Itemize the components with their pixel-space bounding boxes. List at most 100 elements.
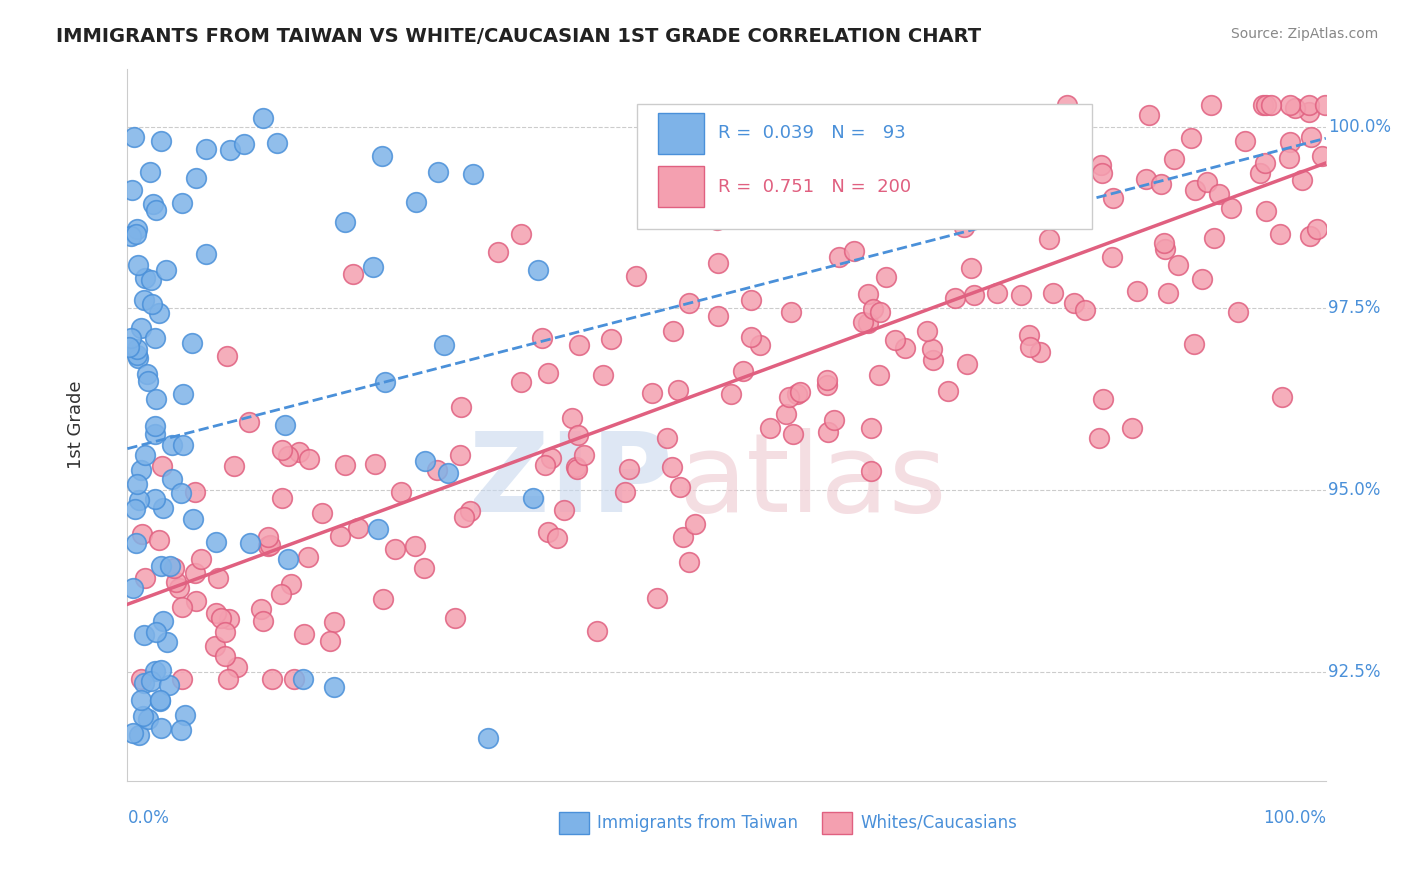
Point bbox=[370, 149, 392, 163]
Point bbox=[319, 633, 342, 648]
Point bbox=[194, 142, 217, 156]
Point bbox=[181, 335, 204, 350]
Point bbox=[565, 459, 588, 474]
Point bbox=[458, 503, 481, 517]
Point bbox=[259, 538, 281, 552]
Point bbox=[1011, 287, 1033, 301]
Point bbox=[567, 337, 589, 351]
Point bbox=[921, 168, 943, 182]
Point bbox=[1298, 98, 1320, 112]
Point bbox=[129, 672, 152, 686]
Point bbox=[1298, 105, 1320, 120]
Point bbox=[706, 309, 728, 323]
Point bbox=[858, 316, 880, 330]
Point bbox=[172, 195, 194, 210]
Point bbox=[1180, 130, 1202, 145]
Text: atlas: atlas bbox=[679, 428, 948, 535]
Point bbox=[1254, 98, 1277, 112]
Point bbox=[311, 507, 333, 521]
Point bbox=[1163, 153, 1185, 167]
Point bbox=[136, 712, 159, 726]
Point bbox=[565, 462, 588, 476]
Point bbox=[162, 438, 184, 452]
Point bbox=[1047, 165, 1070, 179]
Point bbox=[266, 136, 288, 151]
Point bbox=[204, 535, 226, 549]
Point bbox=[238, 415, 260, 429]
Point bbox=[1135, 172, 1157, 186]
Point bbox=[742, 186, 765, 200]
Point bbox=[553, 503, 575, 517]
Point bbox=[297, 550, 319, 565]
Point bbox=[921, 342, 943, 356]
Point bbox=[142, 196, 165, 211]
Point bbox=[260, 672, 283, 686]
Point bbox=[165, 574, 187, 589]
Point bbox=[600, 332, 623, 346]
Point bbox=[152, 614, 174, 628]
Point bbox=[662, 324, 685, 338]
Point bbox=[1042, 285, 1064, 300]
Point bbox=[709, 169, 731, 184]
Text: R =  0.039   N =   93: R = 0.039 N = 93 bbox=[718, 124, 905, 143]
Point bbox=[283, 672, 305, 686]
Point bbox=[510, 375, 533, 389]
Point bbox=[374, 375, 396, 389]
Point bbox=[209, 611, 232, 625]
Point bbox=[1284, 101, 1306, 115]
Point bbox=[1208, 187, 1230, 202]
Point bbox=[1091, 392, 1114, 406]
Point bbox=[239, 535, 262, 549]
Point bbox=[159, 559, 181, 574]
Point bbox=[124, 502, 146, 516]
Point bbox=[214, 624, 236, 639]
Point bbox=[936, 384, 959, 398]
Point bbox=[157, 678, 180, 692]
Point bbox=[1038, 232, 1060, 246]
Point bbox=[759, 421, 782, 435]
Point bbox=[413, 454, 436, 468]
Point bbox=[1074, 302, 1097, 317]
Bar bbox=[658, 112, 704, 154]
Point bbox=[1310, 149, 1333, 163]
Point bbox=[645, 591, 668, 605]
Point bbox=[363, 457, 385, 471]
Point bbox=[145, 625, 167, 640]
Point bbox=[121, 183, 143, 197]
Text: 92.5%: 92.5% bbox=[1329, 663, 1381, 681]
Text: 1st Grade: 1st Grade bbox=[67, 381, 86, 469]
Point bbox=[720, 387, 742, 401]
Point bbox=[486, 244, 509, 259]
Point bbox=[292, 673, 315, 687]
Text: 100.0%: 100.0% bbox=[1329, 118, 1391, 136]
Point bbox=[134, 293, 156, 307]
Point bbox=[561, 411, 583, 425]
Point bbox=[148, 533, 170, 548]
Point bbox=[1191, 272, 1213, 286]
Point bbox=[170, 723, 193, 737]
Point bbox=[132, 709, 155, 723]
Point bbox=[661, 460, 683, 475]
Point bbox=[150, 721, 173, 735]
Point bbox=[1315, 98, 1337, 112]
Point bbox=[856, 287, 879, 301]
Point bbox=[1101, 250, 1123, 264]
Point bbox=[1018, 328, 1040, 343]
Text: 0.0%: 0.0% bbox=[128, 809, 169, 828]
Bar bbox=[658, 166, 704, 208]
Point bbox=[1220, 201, 1243, 215]
Point bbox=[842, 244, 865, 258]
Point bbox=[127, 351, 149, 365]
Point bbox=[1251, 98, 1274, 112]
Point bbox=[1137, 108, 1160, 122]
Point bbox=[134, 571, 156, 585]
Point bbox=[128, 728, 150, 742]
Point bbox=[1064, 196, 1087, 211]
Point bbox=[273, 417, 295, 432]
Point bbox=[1299, 130, 1322, 145]
Point bbox=[817, 425, 839, 439]
Point bbox=[862, 301, 884, 316]
Point bbox=[333, 215, 356, 229]
Point bbox=[222, 459, 245, 474]
Point bbox=[613, 484, 636, 499]
